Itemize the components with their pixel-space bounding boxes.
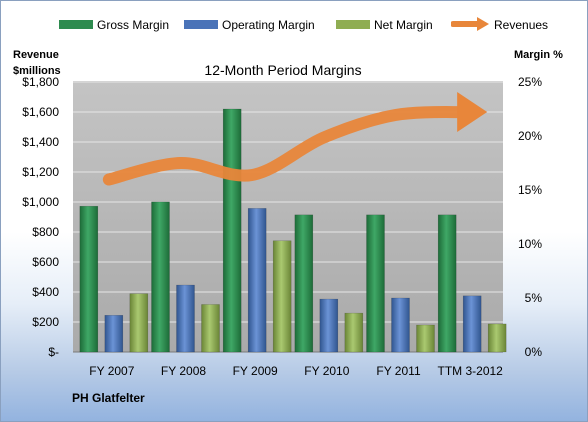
left-tick-label: $1,000	[22, 195, 59, 209]
right-axis-ticks: 0% 5% 10% 15% 20% 25%	[518, 75, 542, 359]
legend-label-net-margin: Net Margin	[374, 18, 433, 32]
operating-margin-bar	[176, 284, 195, 353]
left-tick-label: $400	[32, 285, 59, 299]
left-axis-ticks: $- $200 $400 $600 $800 $1,000 $1,200 $1,400 $1,6…	[22, 75, 59, 359]
operating-margin-bar	[391, 297, 410, 353]
left-tick-label: $1,800	[22, 75, 59, 89]
revenue-line	[102, 92, 488, 186]
right-tick-label: 15%	[518, 183, 542, 197]
operating-margin-bar	[247, 208, 267, 353]
gross-margin-bar	[222, 108, 242, 353]
chart-title: 12-Month Period Margins	[204, 62, 362, 78]
left-tick-label: $800	[32, 225, 59, 239]
gross-margin-bar	[366, 214, 385, 353]
net-margin-bar	[344, 312, 364, 353]
left-tick-label: $-	[48, 345, 59, 359]
operating-margin-bar	[462, 295, 482, 353]
right-tick-label: 25%	[518, 75, 542, 89]
category-labels: FY 2007 FY 2008 FY 2009 FY 2010 FY 2011 TTM 3…	[89, 364, 503, 378]
gross-margin-bar	[437, 214, 457, 353]
legend-swatch-net-margin	[336, 20, 370, 29]
gross-margin-bar	[79, 205, 99, 353]
category-label: FY 2011	[376, 364, 421, 378]
category-label: FY 2008	[161, 364, 206, 378]
revenues-line	[102, 106, 474, 186]
bars	[79, 108, 507, 353]
operating-margin-bar	[104, 315, 124, 353]
right-tick-label: 5%	[525, 291, 543, 305]
left-tick-label: $200	[32, 315, 59, 329]
revenues-arrowhead	[457, 92, 488, 132]
gross-margin-bar	[294, 214, 314, 353]
net-margin-bar	[272, 240, 292, 353]
legend-swatch-gross-margin	[59, 20, 93, 29]
right-tick-label: 20%	[518, 129, 542, 143]
right-tick-label: 10%	[518, 237, 542, 251]
left-tick-label: $600	[32, 255, 59, 269]
operating-margin-bar	[319, 298, 339, 353]
left-tick-label: $1,600	[22, 105, 59, 119]
net-margin-bar	[416, 324, 435, 353]
category-label: FY 2010	[304, 364, 349, 378]
category-label: FY 2007	[89, 364, 134, 378]
net-margin-bar	[487, 323, 507, 353]
net-margin-bar	[129, 293, 149, 353]
legend-label-revenues: Revenues	[494, 18, 549, 32]
category-label: TTM 3-2012	[437, 364, 503, 378]
legend-label-operating-margin: Operating Margin	[222, 18, 315, 32]
gross-margin-bar	[151, 201, 170, 353]
left-axis-title-line2: $millions	[13, 65, 61, 77]
legend-swatch-operating-margin	[184, 20, 218, 29]
left-axis-title-line1: Revenue	[13, 49, 59, 61]
net-margin-bar	[201, 304, 220, 353]
left-tick-label: $1,400	[22, 135, 59, 149]
legend-label-gross-margin: Gross Margin	[97, 18, 170, 32]
right-tick-label: 0%	[525, 345, 543, 359]
legend-swatch-revenues	[451, 17, 489, 31]
left-axis-title: Revenue $millions	[13, 47, 61, 79]
right-axis-title: Margin %	[514, 49, 563, 61]
category-label: FY 2009	[233, 364, 278, 378]
company-name: PH Glatfelter	[72, 391, 145, 405]
left-tick-label: $1,200	[22, 165, 59, 179]
